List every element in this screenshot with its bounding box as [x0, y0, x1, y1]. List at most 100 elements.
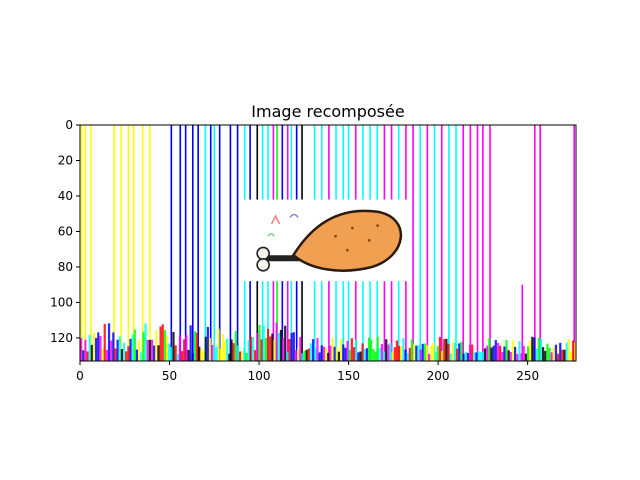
noise-145 [391, 352, 394, 361]
noise-65 [219, 348, 222, 361]
noise-173 [451, 342, 454, 361]
noise-152 [406, 352, 409, 361]
noise-146 [393, 347, 396, 361]
noise-131 [361, 343, 364, 361]
noise-148 [398, 345, 401, 361]
noise-58 [204, 336, 207, 361]
noise-35 [155, 330, 158, 361]
noise-56 [200, 348, 203, 361]
noise-164 [432, 342, 435, 361]
noise-67 [223, 341, 227, 361]
stripe-60 [539, 125, 541, 361]
noise-61 [211, 344, 214, 361]
noise-26 [135, 349, 139, 361]
noise-86 [264, 338, 267, 361]
noise-115 [327, 352, 330, 361]
noise-46 [178, 335, 182, 361]
noise-59 [206, 326, 209, 361]
plot-frame [79, 124, 577, 362]
noise-183 [473, 352, 476, 361]
noise-184 [475, 352, 478, 361]
stripe-3 [113, 125, 115, 361]
noise-98 [290, 332, 293, 361]
noise-172 [449, 353, 452, 361]
noise-37 [159, 326, 162, 361]
noise-76 [243, 347, 246, 361]
noise-68 [226, 338, 229, 361]
noise-194 [496, 342, 500, 361]
noise-208 [526, 346, 530, 361]
noise-199 [507, 350, 510, 361]
stripe-12 [192, 125, 194, 361]
noise-11 [103, 323, 106, 361]
noise-83 [258, 324, 261, 361]
noise-99 [292, 332, 295, 361]
noise-19 [120, 348, 124, 361]
noise-51 [189, 325, 192, 361]
noise-78 [247, 339, 250, 361]
noise-167 [438, 336, 442, 361]
noise-116 [329, 345, 332, 361]
stripe-18 [229, 125, 232, 361]
stripe-10 [179, 125, 182, 361]
noise-171 [447, 343, 450, 361]
stripe-54 [469, 125, 472, 361]
noise-36 [157, 345, 160, 361]
noise-38 [161, 324, 164, 361]
noise-33 [150, 339, 154, 361]
x-tick-label-3: 150 [337, 369, 360, 383]
noise-112 [320, 345, 323, 361]
noise-156 [415, 345, 418, 361]
stripe-57 [489, 125, 491, 361]
stripe-9 [170, 125, 173, 361]
noise-80 [251, 337, 255, 361]
noise-18 [118, 336, 121, 361]
noise-101 [297, 348, 300, 361]
noise-138 [376, 336, 379, 361]
noise-28 [140, 352, 143, 361]
noise-187 [481, 352, 485, 361]
noise-130 [359, 351, 362, 361]
noise-48 [183, 339, 186, 361]
noise-2 [84, 339, 87, 361]
stripe-56 [482, 125, 484, 361]
noise-57 [202, 351, 205, 361]
noise-125 [348, 349, 351, 361]
y-tick-label-1: 20 [58, 153, 73, 167]
chicken-drumstick-icon [256, 209, 403, 272]
noise-147 [395, 340, 399, 361]
noise-193 [494, 340, 497, 361]
stripe-49 [433, 125, 436, 361]
noise-120 [337, 351, 341, 361]
noise-191 [490, 347, 493, 361]
bottom-noise-layer [80, 322, 576, 361]
noise-113 [322, 346, 326, 361]
noise-39 [163, 330, 167, 361]
noise-219 [550, 352, 553, 361]
noise-25 [133, 329, 136, 361]
noise-30 [144, 323, 147, 361]
noise-87 [266, 328, 270, 361]
stripe-14 [204, 125, 207, 361]
noise-218 [548, 347, 551, 361]
noise-69 [228, 353, 231, 361]
noise-133 [365, 348, 368, 361]
noise-221 [554, 344, 558, 361]
noise-24 [131, 334, 134, 361]
noise-135 [370, 339, 373, 361]
meat [291, 209, 403, 272]
stripe-17 [218, 125, 221, 361]
noise-117 [331, 337, 334, 361]
noise-174 [453, 342, 457, 361]
noise-210 [531, 336, 534, 361]
motion-mark-blue [289, 213, 299, 218]
stripe-13 [197, 125, 199, 361]
noise-123 [344, 347, 347, 361]
x-tick-label-1: 50 [162, 369, 177, 383]
noise-212 [535, 348, 538, 361]
stripe-53 [462, 125, 464, 361]
noise-188 [483, 348, 487, 361]
stripe-61 [573, 125, 576, 361]
noise-165 [434, 352, 437, 361]
noise-189 [486, 345, 489, 361]
